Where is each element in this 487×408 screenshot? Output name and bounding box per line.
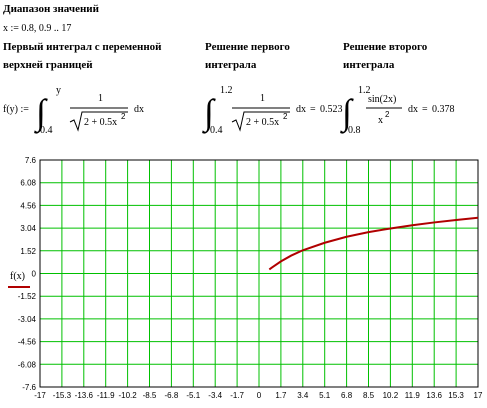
y-tick-label: -7.6 <box>22 383 36 392</box>
lower-limit: 0.8 <box>348 125 361 136</box>
x-tick-label: 3.4 <box>297 391 309 400</box>
y-tick-label: 0 <box>32 270 37 279</box>
integral-sign: ∫ <box>340 92 354 134</box>
y-tick-label: 7.6 <box>25 156 37 165</box>
lhs: f(y) := <box>3 104 29 115</box>
y-tick-label: 6.08 <box>20 179 36 188</box>
denominator: 2 + 0.5x <box>246 117 279 128</box>
differential: dx <box>408 104 418 115</box>
x-tick-label: 13.6 <box>426 391 442 400</box>
integral-sign: ∫ <box>202 92 216 134</box>
y-tick-label: 4.56 <box>20 201 36 210</box>
sqrt <box>69 111 128 132</box>
lower-limit: 0.4 <box>40 125 53 136</box>
lower-limit: 0.4 <box>210 125 223 136</box>
result: 0.523 <box>320 104 343 115</box>
x-tick-label: 11.9 <box>405 391 421 400</box>
integral-sign: ∫ <box>34 92 48 134</box>
differential: dx <box>134 104 144 115</box>
equals: = <box>422 104 428 115</box>
denominator: x <box>378 115 383 126</box>
power: 2 <box>385 110 390 119</box>
line <box>268 216 479 271</box>
x-tick-label: 15.3 <box>448 391 464 400</box>
x-tick-label: 8.5 <box>363 391 375 400</box>
x-tick-label: 5.1 <box>319 391 331 400</box>
x-tick-label: -10.2 <box>118 391 137 400</box>
heading: Решение второго <box>343 41 428 53</box>
heading: верхней границей <box>3 59 93 71</box>
x-tick-label: 17 <box>474 391 483 400</box>
x-tick-label: -15.3 <box>53 391 72 400</box>
y-tick-label: 3.04 <box>20 224 36 233</box>
denominator: 2 + 0.5x <box>84 117 117 128</box>
x-tick-label: -13.6 <box>75 391 94 400</box>
range-def: x := 0.8, 0.9 .. 17 <box>3 23 71 34</box>
x-tick-label: -8.5 <box>143 391 157 400</box>
x-tick-label: -6.8 <box>165 391 179 400</box>
heading: Решение первого <box>205 41 290 53</box>
numerator: 1 <box>98 93 103 104</box>
y-tick-label: 1.52 <box>20 247 36 256</box>
title: Диапазон значений <box>3 3 100 15</box>
plot: -17 -15.3 -13.6 -11.9 -10.2 -8.5 -6.8 -5.1 -3.4-… <box>8 156 483 400</box>
y-tick-label: -6.08 <box>18 360 37 369</box>
x-tick-label: 0 <box>257 391 262 400</box>
plot-frame <box>39 159 479 388</box>
legend-label: f(x) <box>10 271 25 282</box>
equals: = <box>310 104 316 115</box>
result: 0.378 <box>432 104 455 115</box>
upper-limit: 1.2 <box>358 85 371 96</box>
sqrt <box>231 111 290 132</box>
differential: dx <box>296 104 306 115</box>
x-tick-label: -3.4 <box>208 391 222 400</box>
x-tick-label: 1.7 <box>275 391 287 400</box>
heading: интеграла <box>205 59 257 71</box>
y-tick-label: -1.52 <box>18 292 37 301</box>
x-tick-label: -5.1 <box>186 391 200 400</box>
power: 2 <box>121 112 126 121</box>
upper-limit: y <box>56 85 61 96</box>
y-tick-label: -3.04 <box>18 315 37 324</box>
x-tick-label: -11.9 <box>97 391 115 400</box>
power: 2 <box>283 112 288 121</box>
heading: интеграла <box>343 59 395 71</box>
x-tick-label: 6.8 <box>341 391 353 400</box>
x-tick-label: 10.2 <box>383 391 399 400</box>
numerator: sin(2x) <box>368 94 396 105</box>
x-tick-label: -1.7 <box>230 391 244 400</box>
heading: Первый интеграл с переменной <box>3 41 162 53</box>
numerator: 1 <box>260 93 265 104</box>
y-tick-label: -4.56 <box>18 338 37 347</box>
x-tick-label: -17 <box>34 391 46 400</box>
upper-limit: 1.2 <box>220 85 233 96</box>
